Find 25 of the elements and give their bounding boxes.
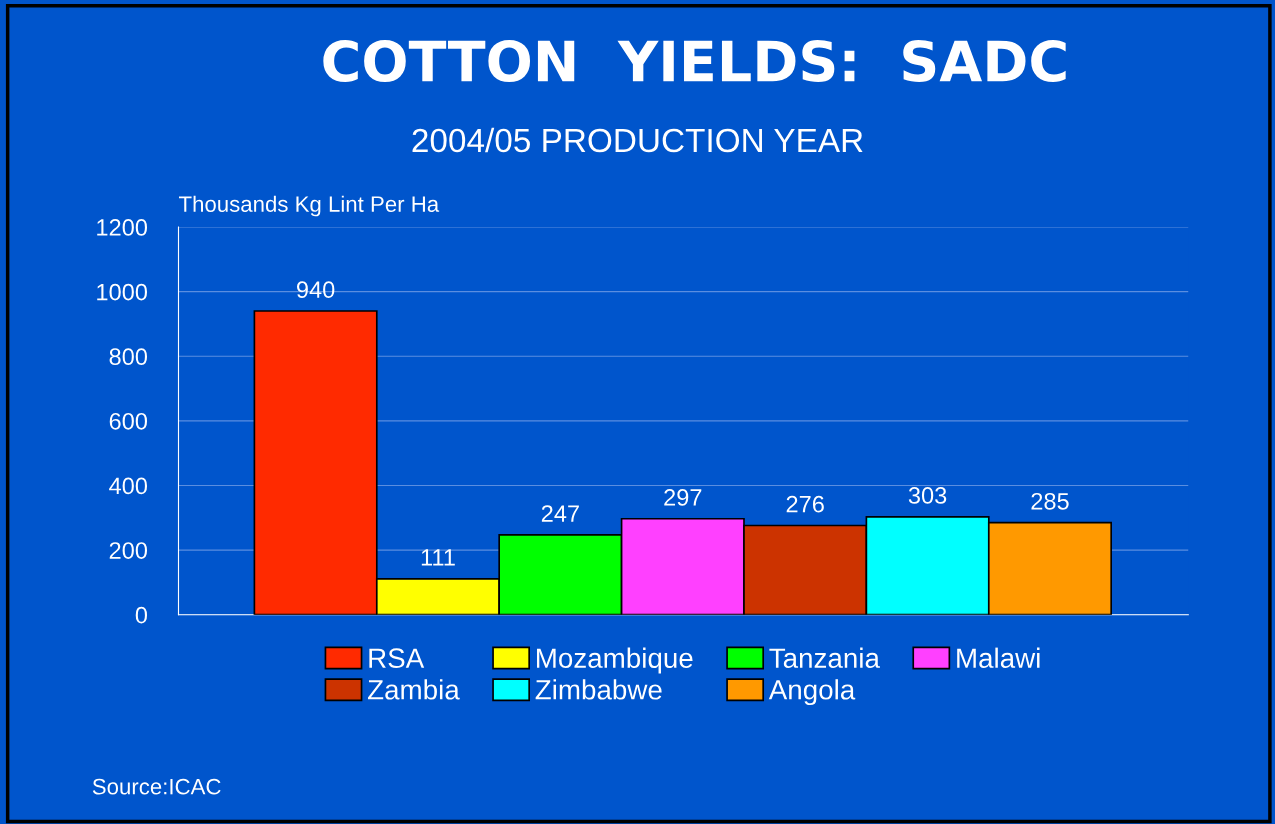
data-label: 303: [908, 487, 947, 504]
legend-label: Mozambique: [537, 647, 693, 674]
data-label: 285: [1031, 492, 1069, 510]
y-tick-label: 200: [109, 542, 148, 559]
data-label: 247: [541, 505, 579, 522]
data-label: 297: [664, 489, 702, 506]
data-label: 276: [786, 495, 824, 513]
legend-label: Angola: [768, 679, 856, 706]
y-axis-title: Thousands Kg Lint Per Ha: [179, 195, 440, 217]
source-note: Source:ICAC: [92, 778, 221, 795]
y-tick-label: 0: [135, 606, 148, 624]
legend-label: Malawi: [957, 647, 1040, 669]
y-tick-label: 800: [109, 348, 148, 366]
y-tick-label: 1000: [97, 283, 148, 301]
data-label: 111: [421, 549, 455, 566]
legend-label: Zimbabwe: [535, 679, 662, 700]
y-tick-label: 1200: [97, 219, 148, 236]
y-tick-label: 400: [109, 477, 148, 495]
legend-label: Zambia: [367, 679, 460, 700]
legend-label: Tanzania: [769, 647, 880, 669]
chart-title: COTTON YIELDS: SADC: [323, 40, 1066, 83]
chart-subtitle: 2004/05 PRODUCTION YEAR: [412, 127, 863, 153]
data-label: 940: [297, 281, 335, 299]
legend-label: RSA: [369, 648, 425, 669]
y-tick-label: 600: [109, 412, 148, 430]
